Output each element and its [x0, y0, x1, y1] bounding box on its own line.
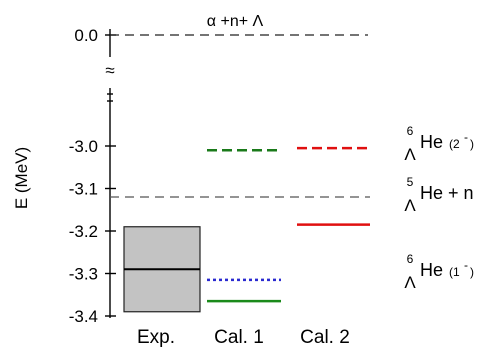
y-tick-label-4: -3.3: [69, 265, 98, 284]
y-tick-label-0: 0.0: [74, 26, 98, 45]
marks-layer: [110, 34, 370, 313]
state-element: He + n: [420, 183, 474, 203]
state-mass-number: 6: [407, 124, 414, 138]
state-spin-close: ): [470, 265, 474, 279]
state-lambda-symbol: Λ: [404, 196, 416, 215]
y-tick-label-2: -3.1: [69, 180, 98, 199]
state-element: He: [420, 260, 443, 280]
state-mass-number: 6: [407, 252, 414, 266]
column-label-exp: Exp.: [137, 327, 175, 348]
y-axis-label: E (MeV): [12, 147, 31, 209]
state-spin: (2: [449, 137, 460, 151]
state-spin-sign: -: [464, 130, 468, 144]
y-tick-label-5: -3.4: [69, 307, 98, 326]
state-label-he6_ground: 6 ΛHe (1-): [404, 252, 474, 292]
y-tick-label-1: -3.0: [69, 137, 98, 156]
column-label-cal1: Cal. 1: [214, 327, 264, 348]
axis-layer: ≈: [105, 29, 116, 318]
y-tick-label-3: -3.2: [69, 222, 98, 241]
column-label-cal2: Cal. 2: [300, 327, 350, 348]
y-axis-break-symbol: ≈: [105, 61, 114, 80]
state-spin: (1: [449, 265, 460, 279]
state-spin-close: ): [470, 137, 474, 151]
state-element: He: [420, 132, 443, 152]
state-lambda-symbol: Λ: [404, 145, 416, 164]
threshold-top-label: α +n+ Λ: [207, 13, 264, 30]
state-lambda-symbol: Λ: [404, 273, 416, 292]
state-label-he5_n: 5 ΛHe + n: [404, 175, 473, 215]
state-label-he6_excited: 6 ΛHe (2-): [404, 124, 474, 164]
labels-layer: 0.0 -3.0 -3.1 -3.2 -3.3 -3.4 E (MeV) α +n+ Λ Exp…: [12, 13, 474, 348]
state-mass-number: 5: [407, 175, 414, 189]
state-spin-sign: -: [464, 258, 468, 272]
